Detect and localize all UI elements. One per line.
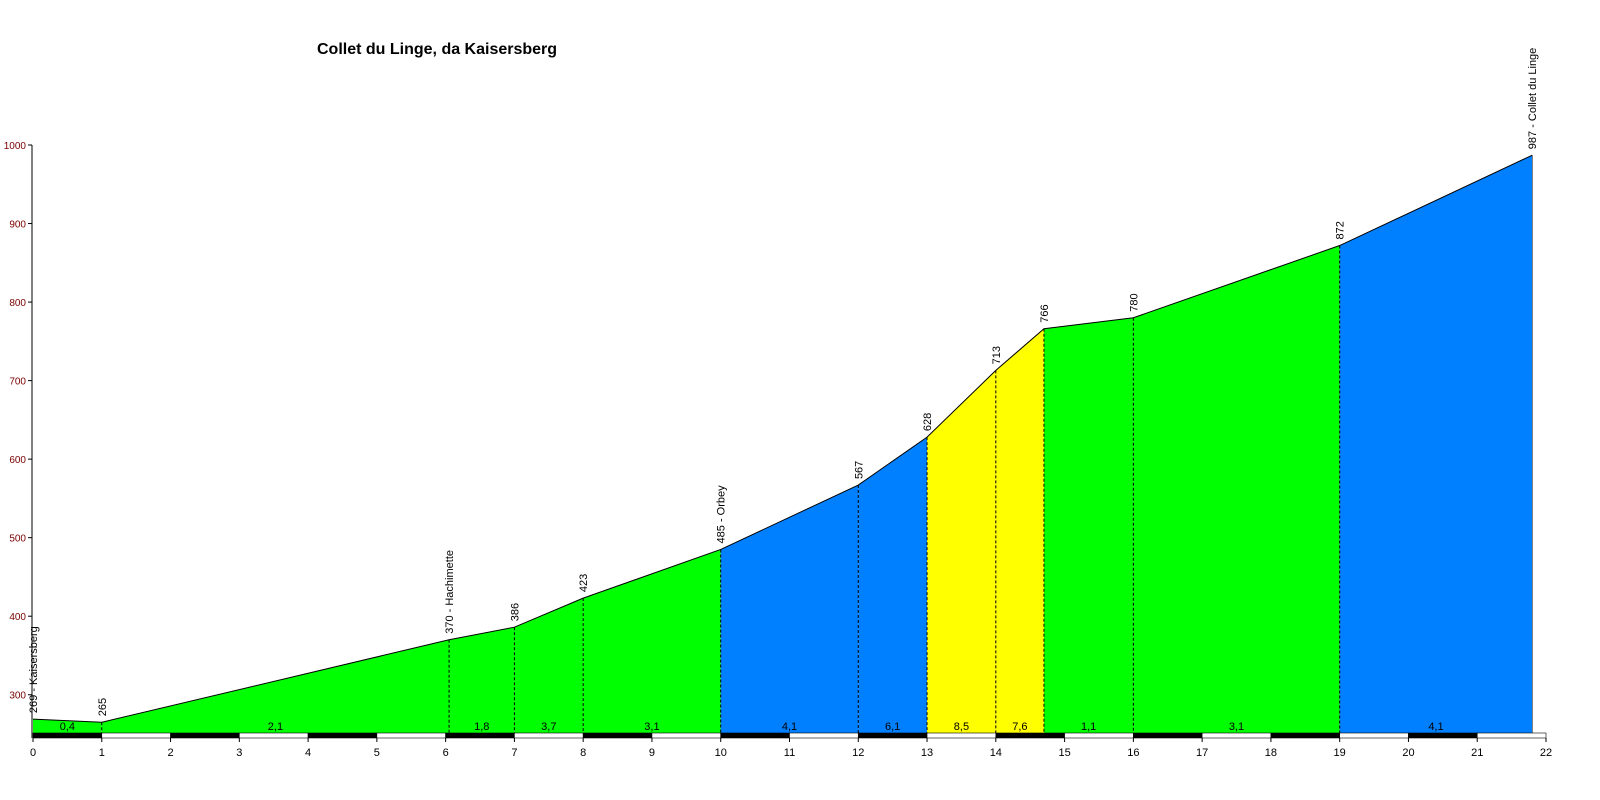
profile-segment-area (514, 598, 584, 733)
x-tick-label: 17 (1196, 747, 1208, 759)
altitude-point-labels: 269 - Kaisersberg 265 370 - Hachimette 386 4… (28, 48, 1539, 717)
scale-bar-km-block (789, 732, 859, 739)
grade-label: 2,1 (268, 721, 283, 733)
scale-bar-km-block (376, 732, 446, 739)
y-tick-label: 300 (9, 691, 26, 702)
grade-label: 0,4 (60, 721, 75, 733)
scale-bar-km-block (445, 732, 515, 739)
x-tick-label: 4 (305, 747, 311, 759)
scale-bar-km-block (582, 732, 653, 739)
profile-segment-area (101, 639, 450, 733)
profile-segment-area (858, 437, 928, 733)
y-tick-label: 600 (9, 455, 26, 466)
point-label: 872 (1335, 221, 1347, 239)
x-tick-label: 16 (1127, 747, 1139, 759)
y-tick-label: 400 (9, 612, 26, 623)
x-tick-label: 21 (1471, 747, 1483, 759)
grade-label: 3,7 (541, 721, 556, 733)
scale-bar-km-block (720, 732, 790, 739)
y-tick-label: 900 (9, 220, 26, 231)
point-label: 423 (578, 574, 590, 592)
grade-label: 3,1 (1229, 721, 1244, 733)
x-axis-ticks: 0 1 2 3 4 5 6 7 8 9 10 11 12 13 14 15 16 17 18 19 20 21 22 (30, 738, 1552, 759)
scale-bar-km-block (1270, 732, 1340, 739)
point-label: 713 (991, 346, 1003, 364)
chart-title: Collet du Linge, da Kaisersberg (317, 41, 557, 58)
grade-labels: 0,4 2,1 1,8 3,7 3,1 4,1 6,1 8,5 7,6 1,1 3,1 4,1 (60, 721, 1444, 733)
profile-segment-area (1043, 317, 1134, 733)
point-label: 780 (1128, 293, 1140, 311)
x-tick-label: 15 (1058, 747, 1070, 759)
x-tick-label: 9 (649, 747, 655, 759)
x-tick-label: 14 (990, 747, 1002, 759)
profile-segment-area (720, 485, 859, 733)
scale-bar-km-block (170, 732, 240, 739)
segment-dividers (101, 245, 1341, 733)
scale-bar-km-block (1476, 732, 1547, 739)
point-label: 265 (97, 698, 109, 716)
scale-bar-km-block (1201, 732, 1272, 739)
scale-bar-km-block (101, 732, 171, 739)
profile-segment-area (927, 370, 996, 733)
profile-areas (33, 155, 1533, 734)
point-label: 370 - Hachimette (444, 550, 456, 634)
scale-bar-km-block (1133, 732, 1203, 739)
x-tick-label: 19 (1334, 747, 1346, 759)
y-axis-ticks: 300 400 500 600 700 800 900 1000 (4, 141, 32, 702)
x-tick-label: 12 (852, 747, 864, 759)
point-label: 987 - Collet du Linge (1527, 48, 1539, 150)
y-tick-label: 500 (9, 534, 26, 545)
scale-bar-km-block (1064, 732, 1134, 739)
profile-segment-area (995, 328, 1044, 733)
point-label: 386 (509, 603, 521, 621)
profile-segment-area (1339, 155, 1533, 733)
x-tick-label: 0 (30, 747, 36, 759)
y-tick-label: 700 (9, 377, 26, 388)
grade-label: 1,8 (474, 721, 489, 733)
y-tick-label: 1000 (4, 141, 27, 152)
grade-label: 1,1 (1081, 721, 1096, 733)
point-label: 485 - Orbey (716, 485, 728, 544)
scale-bar-km-block (239, 732, 309, 739)
point-label: 766 (1039, 304, 1051, 322)
scale-bar-km-block (1339, 732, 1409, 739)
grade-label: 3,1 (644, 721, 659, 733)
x-tick-label: 1 (99, 747, 105, 759)
profile-segment-area (449, 627, 515, 733)
x-tick-label: 10 (715, 747, 727, 759)
x-tick-label: 5 (374, 747, 380, 759)
scale-bar-km-block (651, 732, 722, 739)
point-label: 269 - Kaisersberg (28, 626, 40, 713)
profile-segment-area (1133, 245, 1340, 734)
grade-label: 8,5 (954, 721, 969, 733)
x-tick-label: 8 (580, 747, 586, 759)
profile-segment-area (583, 549, 721, 733)
scale-bar-km-block (32, 732, 103, 739)
grade-label: 4,1 (782, 721, 797, 733)
x-tick-label: 20 (1402, 747, 1414, 759)
x-tick-label: 22 (1540, 747, 1552, 759)
scale-bar-km-block (995, 732, 1065, 739)
point-label: 567 (853, 461, 865, 479)
scale-bar-km-block (514, 732, 584, 739)
scale-bar-km-block (1408, 732, 1478, 739)
profile-segment-area (33, 719, 102, 733)
grade-label: 7,6 (1012, 721, 1027, 733)
x-tick-label: 11 (784, 747, 795, 759)
x-tick-label: 7 (511, 747, 517, 759)
scale-bar-km-block (857, 732, 928, 739)
x-tick-label: 2 (167, 747, 173, 759)
point-label: 628 (922, 413, 934, 431)
distance-scale-bar (32, 732, 1547, 739)
x-tick-label: 3 (236, 747, 242, 759)
grade-label: 4,1 (1428, 721, 1443, 733)
x-tick-label: 6 (443, 747, 449, 759)
y-tick-label: 800 (9, 298, 26, 309)
x-tick-label: 18 (1265, 747, 1277, 759)
grade-label: 6,1 (885, 721, 900, 733)
scale-bar-km-block (307, 732, 378, 739)
scale-bar-km-block (926, 732, 997, 739)
x-tick-label: 13 (921, 747, 933, 759)
